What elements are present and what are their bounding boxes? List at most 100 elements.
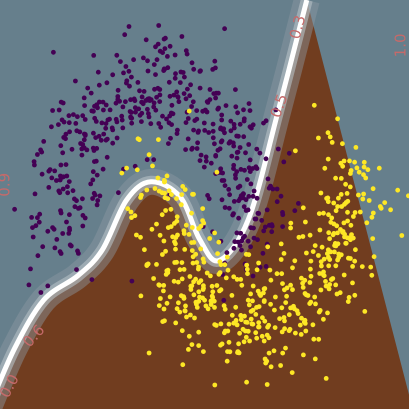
class1-point [321,316,326,322]
class0-point [162,46,168,51]
class0-point [231,245,237,251]
class0-point [118,59,123,64]
class1-point [334,291,340,297]
class1-point [138,234,143,240]
class0-point [218,139,224,145]
class1-point [161,288,166,294]
class1-point [356,169,362,175]
class1-point [179,328,185,334]
class1-point [265,244,271,250]
class0-point [163,35,168,41]
class1-point [174,196,179,202]
class1-point [208,302,214,307]
class0-point [176,99,182,105]
class0-point [185,116,191,121]
class0-point [156,23,162,28]
class0-point [238,193,244,199]
class1-point [184,314,189,320]
class0-point [241,134,247,140]
class0-point [109,125,115,131]
class0-point [201,164,207,170]
class1-point [343,181,348,187]
class1-point [212,382,218,388]
class1-point [352,258,358,264]
class1-point [341,220,347,226]
class0-point [158,124,164,130]
class1-point [377,204,383,209]
class0-point [191,66,197,72]
class1-point [325,156,331,162]
class1-point [335,204,340,209]
class1-point [204,270,210,276]
class1-point [196,298,202,304]
class0-point [296,201,301,206]
class0-point [194,108,200,113]
class1-point [242,313,247,319]
class0-point [183,48,189,54]
class0-point [123,64,129,69]
class1-point [162,190,168,196]
class0-point [135,80,141,85]
class0-point [40,244,46,250]
class1-point [283,345,288,351]
class1-point [323,279,328,284]
class1-point [239,282,245,288]
class0-point [246,165,252,171]
class0-point [171,92,177,98]
class1-point [181,231,187,236]
class1-point [268,364,274,370]
class0-point [90,196,95,201]
class0-point [212,141,217,147]
class0-point [250,273,256,279]
class1-point [342,231,347,237]
class1-point [299,315,304,321]
class0-point [211,91,217,96]
class0-point [169,102,175,108]
class0-point [268,183,273,189]
class0-point [237,145,243,150]
class1-point [346,295,352,300]
class0-point [292,208,298,214]
class0-point [168,110,174,116]
class1-point [370,236,376,242]
class1-point [248,316,254,322]
class0-point [235,185,241,190]
class0-point [245,207,251,213]
class0-point [183,147,189,153]
class1-point [289,370,295,375]
class1-point [243,328,248,334]
class0-point [269,229,275,235]
class1-point [369,272,375,278]
class0-point [35,253,41,259]
class1-point [324,196,329,201]
class0-point [219,197,225,203]
class1-point [326,286,332,292]
class1-point [253,312,259,317]
class0-point [229,153,235,159]
class0-point [81,95,87,101]
class0-point [69,146,75,152]
class1-point [316,211,322,217]
class0-point [92,115,98,121]
class0-point [146,114,152,120]
class1-point [164,300,170,306]
class1-point [221,303,227,309]
class1-point [165,225,171,231]
class0-point [128,110,134,115]
class0-point [28,266,33,272]
class0-point [234,150,240,155]
class1-point [335,257,340,263]
class0-point [243,150,248,156]
class1-point [208,273,213,279]
class0-point [244,177,250,182]
class1-point [256,304,262,309]
class0-point [30,234,36,240]
class0-point [66,179,72,185]
class1-point [156,303,162,308]
class1-point [177,267,183,273]
class0-point [115,97,121,102]
class1-point [271,348,277,354]
class1-point [186,108,192,114]
class1-point [138,293,144,299]
